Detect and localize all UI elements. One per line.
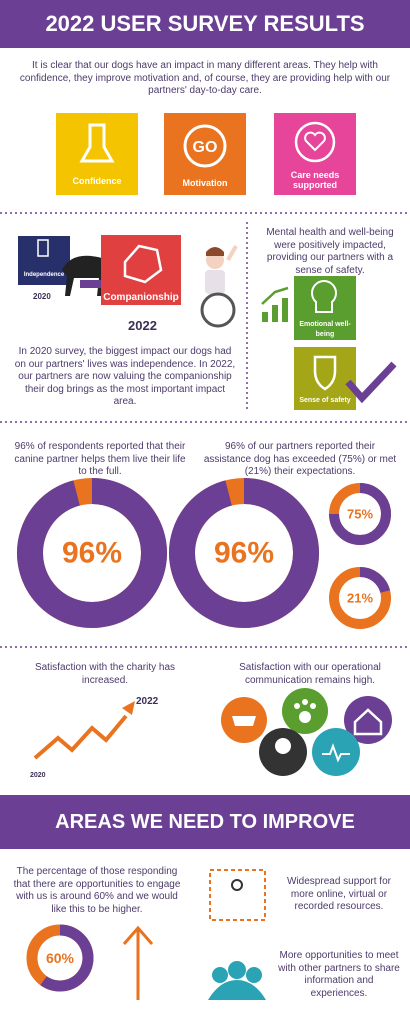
tile-label: Sense of safety [299, 397, 351, 404]
shield-icon [313, 355, 337, 391]
heart [304, 131, 326, 152]
paw [294, 703, 300, 709]
bowl [232, 716, 256, 726]
head-icon [311, 280, 337, 313]
tile-emotional [294, 276, 356, 340]
year-label: 2020 [33, 292, 51, 301]
tile-label: Independence [23, 272, 65, 278]
year-label: 2022 [128, 318, 157, 333]
door-icon [37, 239, 49, 257]
donut-arc [329, 483, 391, 545]
house [353, 708, 383, 736]
trend-line [33, 714, 128, 760]
improve-point: More opportunities to meet with other pa… [278, 950, 400, 999]
donut-arc [17, 478, 167, 628]
header-title: 2022 USER SURVEY RESULTS [0, 0, 410, 48]
donut-arc [169, 478, 319, 628]
trend-arrow [122, 701, 135, 715]
go-icon [183, 124, 227, 168]
person-arm [226, 245, 238, 261]
person-hair [206, 247, 224, 256]
year-label: 2022 [136, 696, 159, 707]
go-icon-text: GO [193, 139, 218, 156]
resources-icon [209, 869, 266, 921]
tile-label: Confidence [72, 176, 122, 186]
donut-label: 21% [347, 591, 373, 606]
group-icon [208, 980, 266, 1000]
paw [299, 711, 311, 723]
donut-arc [40, 924, 94, 992]
tile-label: Companionship [103, 292, 179, 303]
tile-confidence [56, 113, 138, 195]
wheel [200, 292, 236, 328]
tile-independence [18, 236, 70, 285]
wellbeing-text: Mental health and well-being were positi… [266, 227, 394, 276]
bar-icon [272, 305, 278, 322]
donut-label: 75% [347, 507, 373, 522]
tile-label: Emotional well-being [299, 321, 351, 338]
year-label: 2020 [30, 772, 46, 779]
improve-text: The percentage of those responding that … [13, 866, 181, 915]
donut-label: 60% [46, 950, 75, 966]
pulse [322, 743, 350, 763]
dog-jacket [80, 280, 105, 288]
tile-label: Care needs supported [290, 170, 340, 190]
torch-icon [79, 123, 115, 163]
paw [302, 699, 308, 705]
paw [310, 703, 316, 709]
group-icon [246, 967, 262, 983]
hands-icon [123, 244, 163, 284]
donut-label: 96% [62, 537, 122, 570]
intro-text: It is clear that our dogs have an impact… [19, 60, 391, 96]
group-icon [228, 961, 246, 979]
donut-text: 96% of respondents reported that their c… [14, 441, 186, 477]
satisfaction-text: Satisfaction with our operational commun… [239, 662, 381, 686]
check-icon [345, 361, 397, 404]
section-title: AREAS WE NEED TO IMPROVE [0, 795, 410, 849]
donut-label: 96% [214, 537, 274, 570]
donut-text: 96% of our partners reported their assis… [203, 441, 397, 477]
group-icon [212, 967, 228, 983]
person [275, 738, 291, 754]
up-arrow-head [122, 925, 154, 945]
tile-label: Motivation [182, 178, 228, 188]
satisfaction-text: Satisfaction with the charity has increa… [34, 662, 176, 686]
person-body [205, 270, 225, 294]
donut-arc [359, 567, 391, 594]
tile-care [274, 113, 356, 195]
heart-icon [294, 121, 336, 163]
trend-icon [261, 286, 289, 305]
bar-icon [282, 298, 288, 322]
comparison-text: In 2020 survey, the biggest impact our d… [14, 346, 236, 407]
improve-point: Widespread support for more online, virt… [287, 876, 391, 912]
resources-person [231, 879, 243, 891]
bar-icon [262, 312, 268, 322]
